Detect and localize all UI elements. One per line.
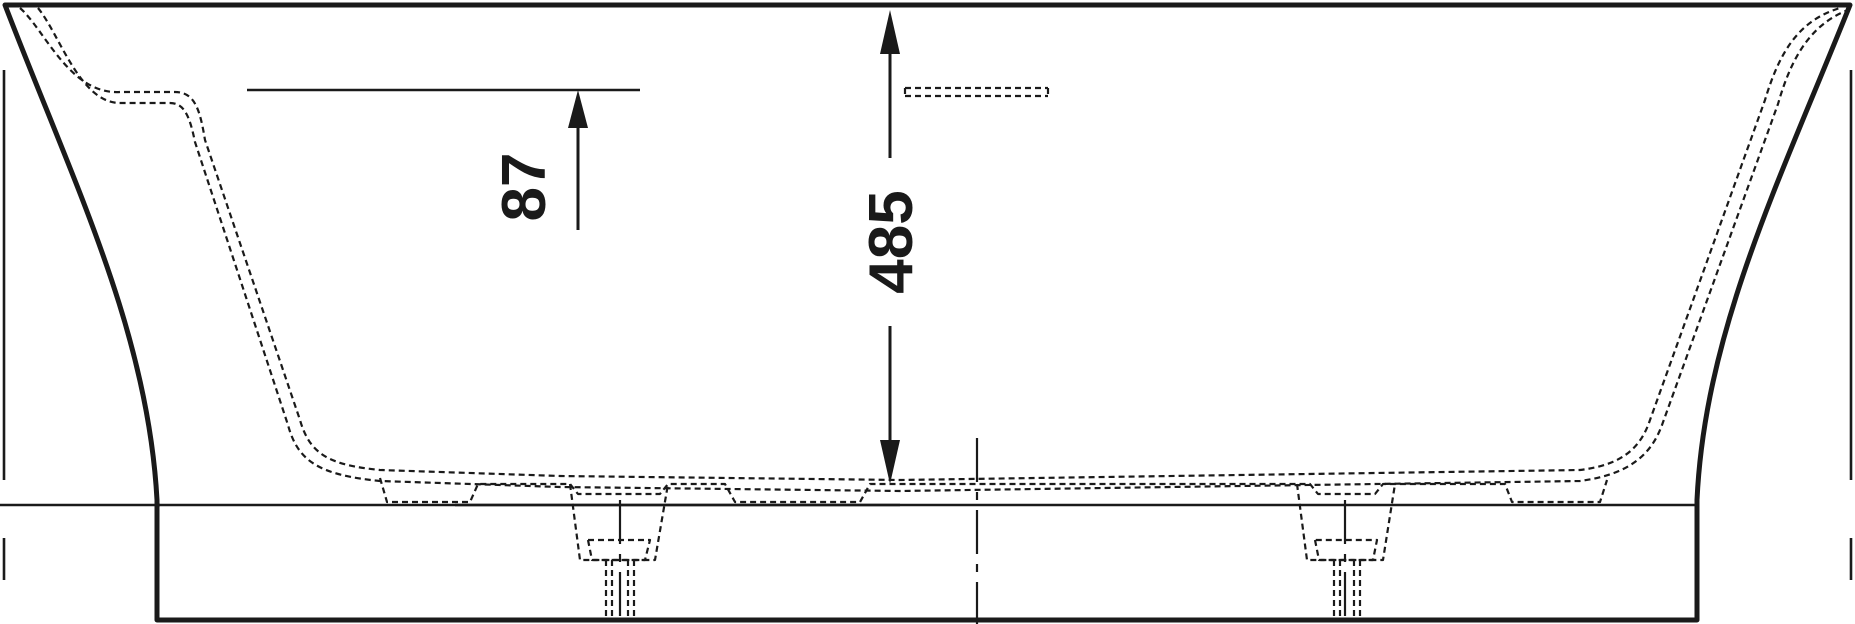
- left-foot-stem: [604, 560, 636, 620]
- depth-dimension-label: 485: [857, 190, 926, 293]
- backrest-dimension-label: 87: [490, 153, 559, 222]
- right-foot-inner: [1313, 538, 1379, 562]
- overflow-slot: [903, 86, 1050, 98]
- backrest-dimension-arrow: [568, 90, 588, 128]
- bottom-recess-profile: [378, 477, 1609, 504]
- inner-hidden-contour-inner: [37, 7, 1849, 493]
- depth-dimension-arrow-top: [880, 10, 900, 54]
- depth-dimension-arrow-bottom: [880, 440, 900, 484]
- left-foot-inner: [586, 538, 652, 562]
- right-foot-stem: [1332, 560, 1362, 620]
- inner-hidden-contour-outer: [19, 6, 1841, 482]
